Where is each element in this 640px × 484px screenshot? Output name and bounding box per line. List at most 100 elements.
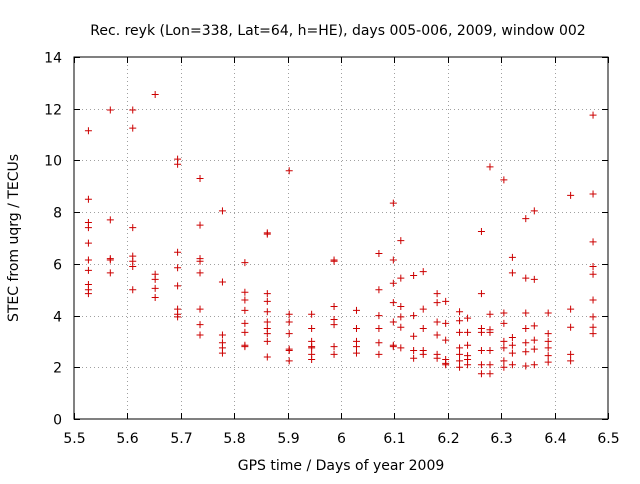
data-point: [84, 256, 92, 264]
data-point: [477, 346, 485, 354]
data-point: [196, 175, 204, 183]
data-point: [330, 343, 338, 351]
x-tick-label: 5.9: [277, 431, 299, 447]
data-point: [544, 358, 552, 366]
data-point: [442, 319, 450, 327]
data-point: [151, 293, 159, 301]
data-point: [263, 337, 271, 345]
data-point: [500, 337, 508, 345]
data-point: [522, 348, 530, 356]
data-point: [433, 318, 441, 326]
data-point: [375, 286, 383, 294]
data-point: [285, 310, 293, 318]
data-point: [410, 271, 418, 279]
data-point: [477, 228, 485, 236]
data-point: [389, 299, 397, 307]
data-point: [241, 343, 249, 351]
data-point: [218, 349, 226, 357]
data-point: [308, 344, 316, 352]
data-point: [522, 362, 530, 370]
data-point: [263, 230, 271, 238]
x-tick-label: 5.7: [170, 431, 192, 447]
data-point: [106, 256, 114, 264]
y-tick-label: 12: [44, 103, 62, 119]
data-point: [352, 349, 360, 357]
data-point: [308, 356, 316, 364]
data-point: [433, 331, 441, 339]
y-tick-label: 2: [53, 361, 62, 377]
data-point: [589, 296, 597, 304]
data-point: [544, 330, 552, 338]
data-point: [196, 221, 204, 229]
data-point: [486, 163, 494, 171]
data-point: [410, 332, 418, 340]
data-point: [508, 341, 516, 349]
data-point: [263, 353, 271, 361]
data-point: [522, 325, 530, 332]
data-point: [84, 127, 92, 135]
data-point: [397, 303, 405, 311]
data-point: [477, 328, 485, 336]
data-point: [500, 319, 508, 327]
data-point: [241, 319, 249, 327]
data-point: [456, 328, 464, 336]
data-point: [419, 325, 427, 332]
x-tick-label: 6.1: [383, 431, 405, 447]
data-point: [567, 357, 575, 365]
data-point: [174, 248, 182, 256]
data-point: [508, 334, 516, 342]
data-point: [285, 167, 293, 175]
x-tick-label: 6.2: [437, 431, 459, 447]
data-point: [522, 274, 530, 282]
data-point: [500, 176, 508, 184]
x-tick-label: 5.6: [116, 431, 138, 447]
data-point: [375, 250, 383, 258]
y-tick-label: 0: [53, 413, 62, 429]
data-point: [589, 262, 597, 270]
plot-frame: [73, 56, 609, 420]
data-point: [508, 361, 516, 369]
data-point: [464, 314, 472, 322]
data-point: [464, 341, 472, 349]
data-point: [129, 106, 137, 114]
data-point: [196, 269, 204, 277]
data-point: [522, 215, 530, 223]
data-point: [589, 313, 597, 321]
tick-labels: 5.5 5.6 5.7 5.8 5.9 6 6.1 6.2 6.3 6.4 6.5 0 2 4 6 8 10 12…: [44, 51, 619, 448]
data-point: [544, 309, 552, 317]
data-point: [330, 303, 338, 311]
data-point: [196, 331, 204, 339]
y-tick-label: 6: [53, 258, 62, 274]
data-point: [285, 330, 293, 338]
data-point: [410, 312, 418, 320]
data-point: [196, 257, 204, 265]
x-tick-label: 5.8: [223, 431, 245, 447]
data-point: [151, 275, 159, 283]
data-point: [442, 297, 450, 305]
data-point: [196, 321, 204, 329]
data-point: [174, 160, 182, 168]
data-point: [263, 330, 271, 338]
data-point: [530, 322, 538, 330]
data-point: [589, 330, 597, 338]
data-point: [456, 357, 464, 365]
data-point: [196, 305, 204, 313]
data-point: [589, 323, 597, 331]
data-points: [84, 90, 597, 378]
data-point: [397, 313, 405, 321]
data-point: [241, 288, 249, 296]
data-point: [464, 361, 472, 369]
y-tick-label: 8: [53, 206, 62, 222]
data-point: [106, 216, 114, 224]
data-point: [285, 318, 293, 326]
data-point: [375, 350, 383, 358]
data-point: [442, 336, 450, 344]
data-point: [486, 346, 494, 354]
data-point: [106, 269, 114, 277]
data-point: [544, 352, 552, 360]
data-point: [589, 270, 597, 278]
data-point: [330, 321, 338, 329]
data-point: [508, 269, 516, 277]
data-point: [330, 257, 338, 265]
